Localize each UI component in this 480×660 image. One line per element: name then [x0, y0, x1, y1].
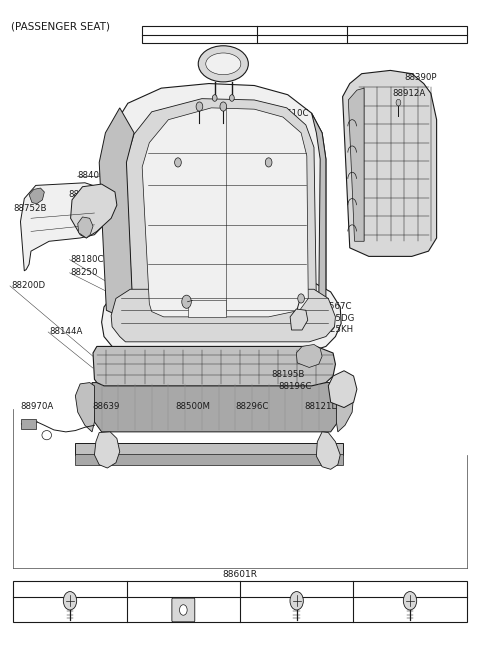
- Text: 88221R: 88221R: [68, 190, 102, 199]
- Circle shape: [403, 591, 417, 610]
- Text: 88121L: 88121L: [304, 403, 336, 411]
- Polygon shape: [107, 84, 326, 337]
- Ellipse shape: [206, 53, 241, 75]
- Text: 88250: 88250: [71, 269, 98, 277]
- Text: 88144A: 88144A: [49, 327, 83, 337]
- Circle shape: [175, 158, 181, 167]
- Text: 88380C: 88380C: [185, 171, 218, 180]
- Text: 1243DB: 1243DB: [52, 585, 88, 594]
- Circle shape: [229, 95, 234, 101]
- Text: 88296C: 88296C: [75, 204, 109, 213]
- Bar: [22, 419, 36, 428]
- Text: 88639: 88639: [92, 403, 120, 411]
- Polygon shape: [296, 345, 322, 368]
- Circle shape: [220, 102, 227, 111]
- Polygon shape: [312, 113, 326, 312]
- Polygon shape: [75, 383, 95, 432]
- Text: 1336AA: 1336AA: [166, 585, 201, 594]
- Bar: [188, 300, 226, 317]
- Polygon shape: [142, 108, 308, 317]
- Circle shape: [298, 294, 304, 303]
- Polygon shape: [328, 371, 357, 408]
- Polygon shape: [93, 346, 336, 386]
- Text: WCS: WCS: [292, 34, 312, 43]
- Text: 88601R: 88601R: [223, 570, 257, 579]
- Text: ASSY: ASSY: [394, 26, 420, 35]
- Text: (PASSENGER SEAT): (PASSENGER SEAT): [11, 21, 110, 31]
- Polygon shape: [95, 432, 120, 468]
- Text: 88912A: 88912A: [393, 89, 426, 98]
- Text: 88610C: 88610C: [276, 109, 309, 117]
- Bar: [142, 26, 467, 43]
- Text: 88401C: 88401C: [173, 135, 207, 144]
- Text: 88752B: 88752B: [13, 204, 47, 213]
- Circle shape: [182, 295, 192, 308]
- Text: Period: Period: [183, 26, 216, 35]
- Circle shape: [196, 102, 203, 111]
- Text: 1229DE: 1229DE: [279, 585, 314, 594]
- Bar: [13, 581, 467, 622]
- Circle shape: [212, 95, 217, 101]
- Text: 1125KH: 1125KH: [319, 325, 353, 335]
- Text: 88601A: 88601A: [211, 66, 245, 75]
- Text: 20080919~: 20080919~: [173, 34, 226, 43]
- Text: 88145C: 88145C: [173, 148, 207, 157]
- Ellipse shape: [198, 46, 248, 82]
- Text: 88296C: 88296C: [235, 403, 269, 411]
- Text: 1125DG: 1125DG: [319, 314, 354, 323]
- Bar: [75, 443, 343, 455]
- Circle shape: [63, 591, 77, 610]
- Polygon shape: [111, 289, 336, 342]
- Polygon shape: [29, 188, 44, 204]
- Circle shape: [180, 605, 187, 615]
- Text: 1249BA: 1249BA: [393, 585, 428, 594]
- Text: 88567C: 88567C: [319, 302, 352, 312]
- Polygon shape: [21, 183, 106, 271]
- Polygon shape: [92, 383, 338, 432]
- Text: 88970A: 88970A: [21, 403, 54, 411]
- Circle shape: [396, 99, 401, 106]
- Polygon shape: [99, 108, 134, 317]
- Circle shape: [265, 158, 272, 167]
- Polygon shape: [290, 309, 308, 330]
- Polygon shape: [102, 282, 341, 351]
- Text: 88400F: 88400F: [78, 171, 110, 180]
- Polygon shape: [348, 88, 364, 242]
- Text: SENSOR TYPE: SENSOR TYPE: [267, 26, 337, 35]
- Circle shape: [290, 591, 303, 610]
- Polygon shape: [336, 383, 354, 432]
- Polygon shape: [71, 184, 117, 238]
- Text: 88196C: 88196C: [278, 382, 312, 391]
- Bar: [75, 454, 343, 465]
- Polygon shape: [78, 217, 93, 238]
- FancyBboxPatch shape: [172, 598, 195, 622]
- Text: 88610: 88610: [159, 109, 186, 117]
- Text: 88200D: 88200D: [11, 281, 45, 290]
- Text: 88195B: 88195B: [271, 370, 304, 380]
- Text: 88450C: 88450C: [180, 187, 214, 197]
- Text: 88500M: 88500M: [176, 403, 211, 411]
- Text: 88390P: 88390P: [405, 73, 437, 82]
- Polygon shape: [343, 71, 437, 256]
- Text: 88180C: 88180C: [71, 255, 104, 264]
- Polygon shape: [125, 98, 316, 325]
- Polygon shape: [316, 432, 340, 469]
- Text: TRACK ASSY: TRACK ASSY: [379, 34, 435, 43]
